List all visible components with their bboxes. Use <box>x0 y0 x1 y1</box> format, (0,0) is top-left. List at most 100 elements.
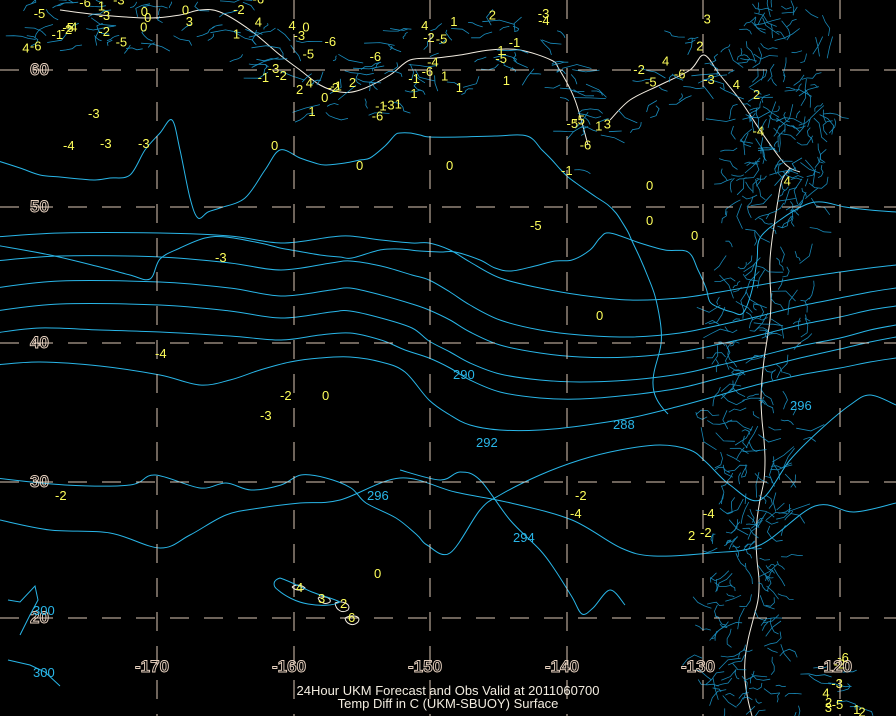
svg-text:-1: -1 <box>561 163 573 178</box>
svg-text:4: 4 <box>22 40 29 55</box>
svg-text:4: 4 <box>255 15 262 30</box>
svg-text:-140: -140 <box>545 657 579 676</box>
svg-text:0: 0 <box>646 213 653 228</box>
svg-text:2: 2 <box>340 596 347 611</box>
svg-text:-130: -130 <box>681 657 715 676</box>
svg-text:4: 4 <box>421 18 428 33</box>
svg-text:-3: -3 <box>294 28 306 43</box>
svg-text:-5: -5 <box>34 6 46 21</box>
svg-text:0: 0 <box>691 228 698 243</box>
svg-text:-2: -2 <box>633 62 645 77</box>
svg-text:294: 294 <box>513 530 535 545</box>
svg-text:1: 1 <box>233 27 240 42</box>
svg-text:1: 1 <box>503 73 510 88</box>
svg-text:-6: -6 <box>370 49 382 64</box>
svg-text:1: 1 <box>410 86 417 101</box>
svg-text:4: 4 <box>733 77 740 92</box>
svg-text:-3: -3 <box>88 106 100 121</box>
svg-text:1: 1 <box>853 702 860 716</box>
svg-text:-120: -120 <box>818 657 852 676</box>
svg-text:2: 2 <box>696 39 703 54</box>
svg-text:0: 0 <box>271 138 278 153</box>
svg-text:0: 0 <box>144 10 151 25</box>
svg-text:292: 292 <box>476 435 498 450</box>
svg-text:-5: -5 <box>645 74 657 89</box>
svg-text:-4: -4 <box>63 138 75 153</box>
svg-text:4: 4 <box>296 580 303 595</box>
svg-text:6: 6 <box>348 610 355 625</box>
svg-text:4: 4 <box>784 174 791 189</box>
svg-text:-4: -4 <box>155 346 167 361</box>
svg-text:0: 0 <box>446 158 453 173</box>
svg-text:0: 0 <box>596 308 603 323</box>
svg-text:0: 0 <box>356 158 363 173</box>
svg-text:300: 300 <box>33 603 55 618</box>
svg-text:290: 290 <box>453 367 475 382</box>
svg-text:296: 296 <box>367 488 389 503</box>
svg-text:60: 60 <box>30 60 49 79</box>
svg-text:-6: -6 <box>30 39 42 54</box>
svg-text:4: 4 <box>822 686 829 701</box>
svg-text:3: 3 <box>604 116 611 131</box>
svg-text:0: 0 <box>322 388 329 403</box>
svg-text:-3: -3 <box>138 136 150 151</box>
svg-text:-1: -1 <box>509 35 521 50</box>
svg-text:288: 288 <box>613 417 635 432</box>
svg-text:-5: -5 <box>832 697 844 712</box>
svg-text:-6: -6 <box>253 0 265 6</box>
svg-text:2: 2 <box>349 75 356 90</box>
svg-text:-160: -160 <box>272 657 306 676</box>
svg-text:-2: -2 <box>98 24 110 39</box>
svg-text:-6: -6 <box>325 34 337 49</box>
svg-text:296: 296 <box>790 398 812 413</box>
svg-text:2: 2 <box>753 87 760 102</box>
svg-text:-5: -5 <box>116 34 128 49</box>
svg-text:1: 1 <box>308 104 315 119</box>
svg-text:-3: -3 <box>703 72 715 87</box>
svg-text:2: 2 <box>296 82 303 97</box>
svg-text:-5: -5 <box>62 20 74 35</box>
svg-text:-3: -3 <box>215 250 227 265</box>
svg-text:-170: -170 <box>135 657 169 676</box>
svg-text:30: 30 <box>30 472 49 491</box>
svg-text:-2: -2 <box>328 80 340 95</box>
svg-text:-6: -6 <box>422 64 434 79</box>
svg-text:-1: -1 <box>408 71 420 86</box>
svg-text:-3: -3 <box>268 61 280 76</box>
svg-text:0: 0 <box>374 566 381 581</box>
svg-text:-5: -5 <box>436 31 448 46</box>
svg-text:50: 50 <box>30 197 49 216</box>
svg-text:-5: -5 <box>573 113 585 128</box>
svg-text:-5: -5 <box>303 46 315 61</box>
svg-text:-3: -3 <box>113 0 125 8</box>
svg-text:3: 3 <box>318 591 325 606</box>
svg-text:-6: -6 <box>580 138 592 153</box>
svg-text:-4: -4 <box>570 506 582 521</box>
svg-text:-6: -6 <box>79 0 91 10</box>
svg-text:0: 0 <box>321 90 328 105</box>
svg-text:-2: -2 <box>55 488 67 503</box>
svg-text:1: 1 <box>456 80 463 95</box>
svg-text:300: 300 <box>33 665 55 680</box>
svg-text:2: 2 <box>489 8 496 23</box>
svg-text:-3: -3 <box>831 676 843 691</box>
svg-text:4: 4 <box>662 54 669 69</box>
svg-text:-5: -5 <box>530 218 542 233</box>
svg-text:-150: -150 <box>408 657 442 676</box>
svg-text:1: 1 <box>497 43 504 58</box>
svg-text:2: 2 <box>688 528 695 543</box>
svg-text:-4: -4 <box>753 124 765 139</box>
svg-text:-3: -3 <box>260 408 272 423</box>
svg-text:-6: -6 <box>372 109 384 124</box>
svg-text:-2: -2 <box>700 525 712 540</box>
svg-text:-1: -1 <box>258 70 270 85</box>
svg-text:-3: -3 <box>383 98 395 113</box>
svg-text:1: 1 <box>450 14 457 29</box>
svg-text:1: 1 <box>395 97 402 112</box>
svg-text:-6: -6 <box>674 67 686 82</box>
svg-text:-2: -2 <box>233 2 245 17</box>
svg-text:-2: -2 <box>280 388 292 403</box>
svg-text:40: 40 <box>30 333 49 352</box>
svg-text:1: 1 <box>441 69 448 84</box>
svg-text:Temp Diff in C (UKM-SBUOY) Sur: Temp Diff in C (UKM-SBUOY) Surface <box>338 696 559 711</box>
